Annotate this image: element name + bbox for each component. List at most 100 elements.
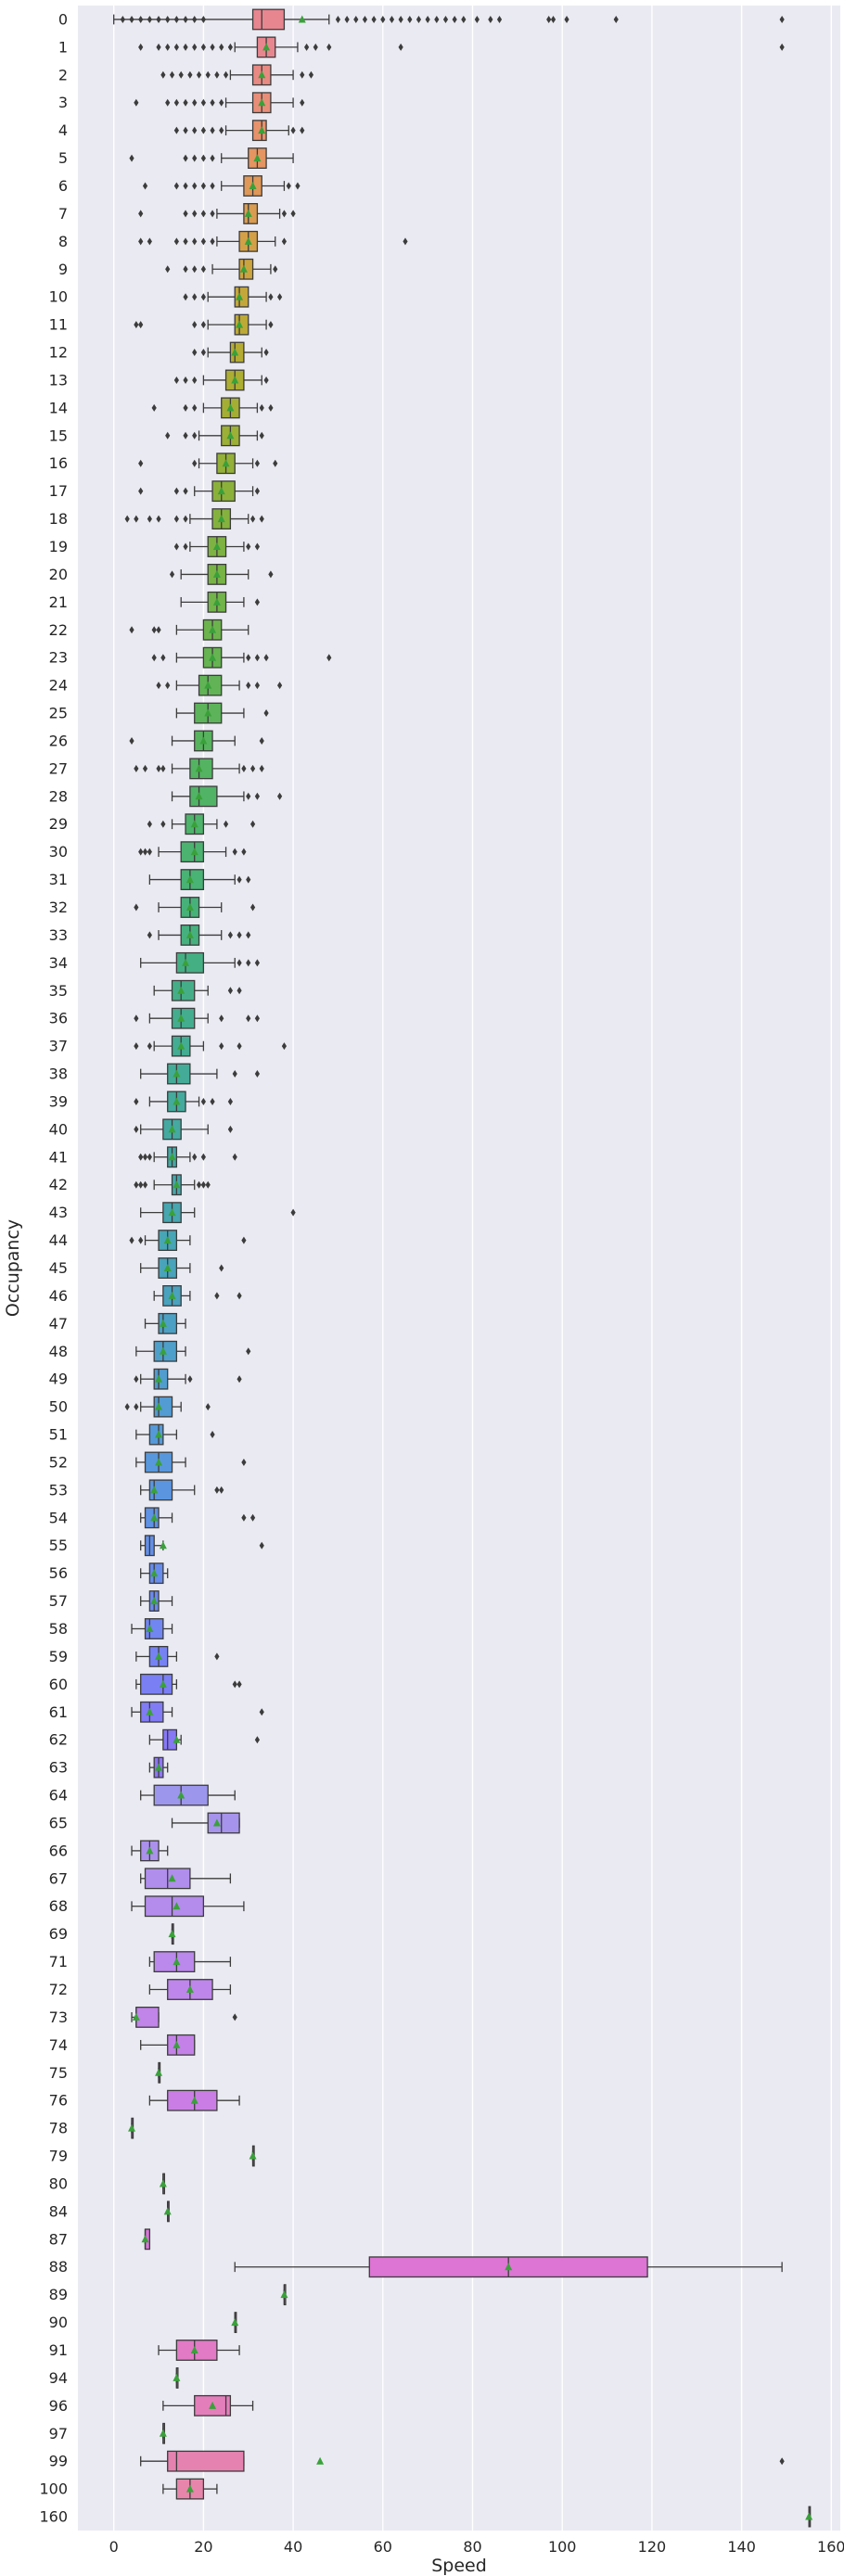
outlier-point [165, 98, 171, 107]
y-tick-label: 60 [49, 1676, 68, 1693]
y-tick-label: 46 [49, 1287, 68, 1305]
box [144, 1507, 160, 1529]
y-tick-label: 3 [58, 94, 68, 111]
outlier-point [246, 1347, 251, 1356]
y-tick-label: 41 [49, 1148, 68, 1166]
outlier-point [286, 182, 291, 190]
outlier-point [169, 70, 175, 79]
outlier-point [124, 515, 130, 523]
y-tick-label: 61 [49, 1703, 68, 1721]
y-tick-label: 51 [49, 1426, 68, 1444]
y-tick-label: 35 [49, 982, 68, 1000]
mean-marker [236, 320, 244, 328]
y-tick-label: 32 [49, 899, 68, 916]
outlier-point [200, 1180, 206, 1189]
mean-marker [185, 903, 194, 911]
box-group-65 [171, 1812, 240, 1834]
box-group-55 [140, 1535, 264, 1557]
y-tick-label: 84 [49, 2202, 68, 2220]
box [167, 2034, 196, 2056]
outlier-point [142, 1153, 148, 1161]
box [175, 2340, 218, 2361]
box-group-64 [140, 1784, 236, 1806]
outlier-point [249, 903, 256, 912]
mean-marker [146, 1846, 154, 1855]
x-tick-label: 20 [194, 2538, 212, 2556]
mean-marker [168, 1153, 176, 1161]
box-group-27 [134, 758, 264, 780]
outlier-point [550, 15, 556, 23]
outlier-point [259, 403, 264, 412]
outlier-point [183, 431, 188, 440]
grid-lines [112, 6, 833, 2531]
mean-marker [204, 708, 212, 717]
y-tick-label: 80 [49, 2174, 68, 2192]
outlier-point [276, 792, 283, 800]
mean-marker [141, 2235, 149, 2243]
outlier-point [232, 1153, 237, 1161]
box-group-51 [135, 1423, 215, 1446]
outlier-point [147, 1153, 152, 1161]
y-tick-label: 2 [58, 66, 68, 83]
outlier-point [138, 487, 144, 495]
outlier-point [232, 848, 237, 856]
box-group-60 [135, 1673, 242, 1695]
mean-marker [258, 98, 266, 107]
outlier-point [246, 931, 251, 939]
box [148, 1562, 164, 1585]
outlier-point [249, 515, 256, 523]
mean-marker [209, 625, 217, 633]
box-group-5 [129, 147, 294, 169]
y-tick-label: 56 [49, 1564, 68, 1582]
outlier-point [398, 15, 403, 23]
outlier-point [254, 682, 261, 690]
outlier-point [254, 542, 261, 551]
mean-marker [173, 2373, 181, 2381]
outlier-point [205, 1403, 211, 1411]
outlier-point [196, 70, 202, 79]
mean-marker [298, 15, 306, 23]
box [189, 785, 218, 808]
y-tick-label: 13 [49, 371, 68, 389]
outlier-point [134, 1042, 139, 1051]
y-tick-label: 20 [49, 566, 68, 583]
outlier-point [138, 321, 144, 329]
outlier-point [254, 487, 261, 495]
box-group-37 [134, 1035, 288, 1057]
box-group-7 [138, 203, 296, 224]
outlier-point [165, 265, 171, 274]
outlier-point [165, 431, 171, 440]
box-group-74 [140, 2034, 196, 2056]
box-group-87 [141, 2228, 151, 2251]
outlier-point [290, 126, 296, 134]
outlier-point [223, 820, 229, 828]
outlier-point [442, 15, 449, 23]
outlier-point [205, 1180, 211, 1189]
outlier-point [192, 237, 198, 246]
mean-marker [231, 348, 239, 356]
y-tick-label: 47 [49, 1315, 68, 1333]
y-tick-label: 65 [49, 1814, 68, 1831]
outlier-point [142, 1180, 148, 1189]
box-group-6 [142, 175, 301, 197]
outlier-point [246, 542, 251, 551]
mean-marker [316, 2456, 325, 2465]
outlier-point [268, 321, 274, 329]
y-tick-label: 53 [49, 1481, 68, 1498]
outlier-point [362, 15, 368, 23]
box-group-3 [134, 92, 305, 114]
mean-marker [195, 764, 203, 772]
y-tick-label: 27 [49, 759, 68, 777]
outlier-point [173, 237, 179, 246]
y-tick-label: 11 [49, 316, 68, 334]
box [229, 341, 245, 363]
y-tick-label: 33 [49, 926, 68, 944]
outlier-point [134, 1180, 139, 1189]
box-group-0 [113, 8, 785, 31]
mean-marker [146, 1707, 154, 1715]
outlier-point [276, 682, 283, 690]
y-tick-label: 50 [49, 1398, 68, 1416]
box-group-28 [171, 785, 283, 808]
outlier-point [263, 376, 269, 384]
outlier-point [173, 98, 179, 107]
